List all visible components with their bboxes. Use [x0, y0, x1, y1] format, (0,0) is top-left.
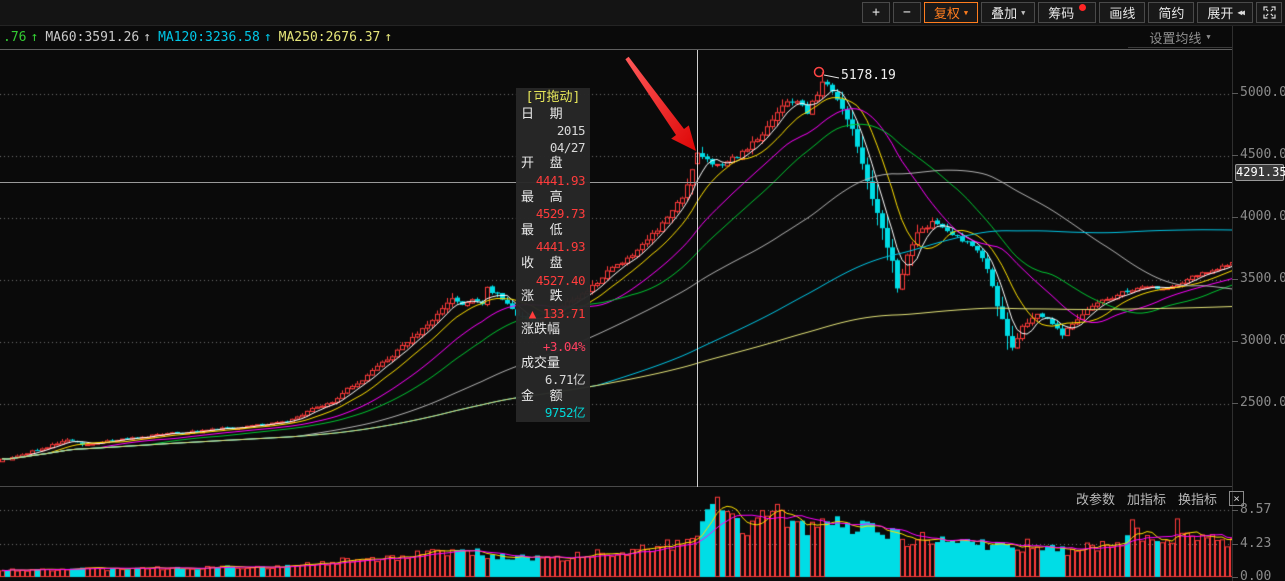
indicator-links: 改参数 加指标 换指标: [1076, 489, 1217, 508]
overlay-button[interactable]: 叠加 ▼: [981, 2, 1036, 23]
ma-legend-item: .76 ↑: [3, 30, 39, 45]
up-arrow-icon: ↑: [384, 30, 393, 45]
simple-mode-button[interactable]: 简约: [1148, 2, 1195, 23]
tooltip-field-label: 成交量: [521, 355, 561, 371]
indicator-toolbar: 改参数 加指标 换指标 ×: [1076, 489, 1245, 508]
ma-legend-item: MA120:3236.58 ↑: [158, 30, 272, 45]
price-axis-label: 3000.00: [1232, 333, 1285, 348]
ma-settings-link[interactable]: 设置均线 ▼: [1128, 27, 1232, 48]
tooltip-field-label: 最 低: [521, 222, 563, 238]
kline-canvas[interactable]: [0, 50, 1232, 487]
peak-price-label: 5178.19: [841, 68, 896, 83]
volume-canvas[interactable]: [0, 487, 1232, 581]
price-axis-label: 2500.00: [1232, 395, 1285, 410]
tooltip-field-value: 4441.93: [535, 172, 586, 188]
volume-axis-label: 4.23: [1231, 535, 1272, 551]
tooltip-field-value: ▲ 133.71: [528, 305, 586, 321]
toolbar-buttons: + − 复权 ▼ 叠加 ▼ 筹码 画线 简约 展开 ◀◀: [862, 2, 1282, 23]
tooltip-field-value: 4529.73: [535, 206, 586, 222]
toolbar: + − 复权 ▼ 叠加 ▼ 筹码 画线 简约 展开 ◀◀: [0, 0, 1285, 26]
volume-axis-label: 8.57: [1231, 501, 1272, 517]
crosshair-price-label: 4291.35: [1235, 164, 1285, 181]
tooltip-field-label: 开 盘: [521, 156, 563, 172]
tooltip-draggable-title[interactable]: [可拖动]: [525, 90, 581, 105]
chevron-down-icon: ▼: [963, 8, 969, 17]
crosshair-vertical-line: [697, 50, 698, 487]
chevron-down-icon: ▼: [1206, 33, 1211, 41]
price-axis-label: 4500.00: [1232, 147, 1285, 162]
chips-button[interactable]: 筹码: [1038, 2, 1097, 23]
ma-settings-label: 设置均线: [1149, 31, 1202, 47]
ma-legend-item: MA60:3591.26 ↑: [45, 30, 152, 45]
expand-button[interactable]: 展开 ◀◀: [1197, 2, 1253, 23]
adjust-price-button[interactable]: 复权 ▼: [923, 2, 979, 23]
red-dot-badge: [1079, 4, 1087, 11]
chevron-down-icon: ▼: [1021, 8, 1026, 17]
price-axis-label: 3500.00: [1232, 271, 1285, 286]
tooltip-field-value: 6.71亿: [544, 372, 586, 388]
volume-pane: [0, 487, 1232, 581]
axis-separator: [1232, 26, 1233, 581]
zoom-in-button[interactable]: +: [862, 2, 890, 23]
up-arrow-icon: ↑: [30, 30, 39, 45]
tooltip-field-label: 金 额: [521, 388, 563, 404]
draw-line-button[interactable]: 画线: [1099, 2, 1146, 23]
tooltip-field-label: 收 盘: [521, 255, 563, 271]
price-axis: 4291.35 5000.00 4500.00 4000.00 3500.00 3000…: [1231, 0, 1285, 581]
change-params-link[interactable]: 改参数: [1076, 492, 1116, 508]
tooltip-rows: 日 期 2015 04/27 开 盘 4441.93 最 高 4529.73 最 低 4441.…: [521, 106, 586, 422]
tooltip-field-value: +3.04%: [542, 338, 586, 354]
fullscreen-icon: [1262, 6, 1276, 19]
price-axis-label: 4000.00: [1232, 209, 1285, 224]
zoom-out-button[interactable]: −: [893, 2, 921, 23]
tooltip-field-value: 4441.93: [535, 239, 586, 255]
collapse-arrows-icon: ◀◀: [1237, 8, 1245, 17]
tooltip-field-label: 最 高: [521, 189, 563, 205]
tooltip-field-value: 4527.40: [535, 272, 586, 288]
tooltip-field-value: 9752亿: [544, 405, 586, 421]
crosshair-horizontal-line: [0, 182, 1232, 183]
tooltip-field-value: 04/27: [549, 139, 586, 155]
price-axis-label: 5000.00: [1232, 85, 1285, 100]
tooltip-field-value: 2015: [556, 123, 586, 139]
tooltip-field-label: 涨跌幅: [521, 322, 561, 338]
tooltip-field-label: 涨 跌: [521, 289, 563, 305]
add-indicator-link[interactable]: 加指标: [1127, 492, 1167, 508]
volume-axis-label: 0.00: [1231, 569, 1271, 581]
tooltip-field-label: 日 期: [521, 106, 563, 122]
candle-info-tooltip[interactable]: [可拖动] 日 期 2015 04/27 开 盘 4441.93 最 高 4529.73 最 …: [516, 88, 590, 422]
up-arrow-icon: ↑: [263, 30, 272, 45]
switch-indicator-link[interactable]: 换指标: [1178, 492, 1218, 508]
ma-legend-item: MA250:2676.37 ↑: [278, 30, 393, 45]
up-arrow-icon: ↑: [143, 30, 152, 45]
fullscreen-button[interactable]: [1256, 2, 1282, 23]
close-indicator-button[interactable]: ×: [1229, 490, 1245, 506]
ma-legend: .76 ↑ MA60:3591.26 ↑ MA120:3236.58 ↑ MA250:267…: [0, 26, 1128, 49]
